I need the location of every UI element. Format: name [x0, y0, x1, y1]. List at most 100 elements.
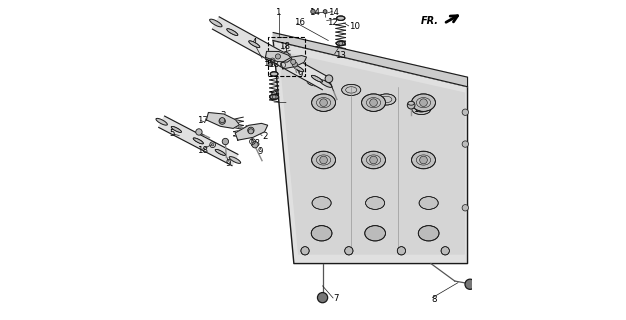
- Circle shape: [370, 99, 377, 107]
- Text: 12: 12: [327, 18, 338, 27]
- Circle shape: [310, 9, 316, 14]
- Ellipse shape: [362, 151, 386, 169]
- Ellipse shape: [365, 226, 386, 241]
- Text: 13: 13: [336, 51, 346, 60]
- Bar: [269, 37, 305, 76]
- Circle shape: [219, 118, 225, 124]
- Circle shape: [222, 138, 228, 145]
- Ellipse shape: [312, 151, 336, 169]
- Circle shape: [317, 292, 327, 303]
- Ellipse shape: [336, 41, 345, 46]
- Polygon shape: [281, 56, 307, 69]
- Ellipse shape: [156, 118, 167, 125]
- Circle shape: [272, 59, 275, 62]
- Circle shape: [370, 156, 377, 164]
- Circle shape: [462, 204, 468, 211]
- Text: 1: 1: [275, 8, 280, 17]
- Polygon shape: [273, 41, 468, 264]
- Ellipse shape: [419, 197, 438, 209]
- Circle shape: [441, 247, 449, 255]
- Polygon shape: [207, 113, 239, 128]
- Text: 14: 14: [263, 54, 274, 63]
- Circle shape: [345, 247, 353, 255]
- Ellipse shape: [227, 29, 238, 36]
- Circle shape: [275, 54, 280, 59]
- Ellipse shape: [311, 226, 332, 241]
- Circle shape: [290, 59, 296, 64]
- Ellipse shape: [215, 149, 225, 155]
- Text: 15: 15: [413, 105, 424, 114]
- Text: 6: 6: [244, 125, 249, 134]
- Ellipse shape: [293, 65, 304, 72]
- Ellipse shape: [362, 94, 386, 111]
- Circle shape: [252, 141, 258, 148]
- Polygon shape: [265, 52, 292, 62]
- Circle shape: [419, 156, 428, 164]
- Text: 3: 3: [220, 111, 226, 120]
- Text: 8: 8: [431, 295, 436, 304]
- Text: 18: 18: [269, 60, 279, 69]
- Circle shape: [301, 247, 309, 255]
- Ellipse shape: [342, 84, 361, 95]
- Ellipse shape: [377, 94, 396, 105]
- Ellipse shape: [249, 41, 260, 48]
- Text: 14: 14: [328, 8, 339, 17]
- Text: 14: 14: [309, 8, 320, 17]
- Circle shape: [212, 143, 214, 146]
- Text: 18: 18: [279, 42, 290, 52]
- Circle shape: [462, 109, 468, 116]
- Ellipse shape: [312, 94, 336, 111]
- Circle shape: [220, 118, 225, 123]
- Text: 9: 9: [297, 70, 302, 79]
- Text: 5: 5: [170, 129, 175, 138]
- Circle shape: [292, 62, 297, 67]
- Circle shape: [419, 99, 428, 107]
- Circle shape: [398, 247, 406, 255]
- Circle shape: [323, 10, 327, 13]
- Circle shape: [465, 279, 475, 289]
- Circle shape: [248, 127, 254, 133]
- Ellipse shape: [307, 75, 326, 86]
- Circle shape: [325, 75, 333, 83]
- Ellipse shape: [210, 19, 222, 27]
- Ellipse shape: [171, 126, 182, 132]
- Ellipse shape: [311, 75, 322, 82]
- Ellipse shape: [229, 156, 240, 164]
- Circle shape: [249, 129, 254, 134]
- Text: 17: 17: [197, 116, 208, 125]
- Polygon shape: [273, 33, 468, 87]
- Circle shape: [268, 62, 272, 66]
- Circle shape: [462, 141, 468, 147]
- Ellipse shape: [312, 197, 331, 209]
- Circle shape: [320, 156, 327, 164]
- Circle shape: [272, 60, 274, 61]
- Ellipse shape: [319, 80, 332, 87]
- Circle shape: [283, 52, 289, 58]
- Text: 18: 18: [197, 146, 208, 155]
- Text: 18: 18: [249, 139, 260, 148]
- Ellipse shape: [366, 197, 385, 209]
- Text: 9: 9: [257, 147, 263, 156]
- Text: 10: 10: [349, 22, 361, 31]
- Ellipse shape: [411, 94, 436, 111]
- Ellipse shape: [270, 72, 278, 76]
- Polygon shape: [159, 116, 238, 166]
- Text: 14: 14: [263, 59, 274, 68]
- Polygon shape: [280, 52, 464, 254]
- Ellipse shape: [270, 53, 282, 60]
- Ellipse shape: [411, 151, 436, 169]
- Ellipse shape: [408, 101, 414, 105]
- Ellipse shape: [418, 226, 439, 241]
- Text: 2: 2: [262, 132, 267, 140]
- Ellipse shape: [193, 138, 203, 144]
- Ellipse shape: [337, 16, 345, 20]
- Circle shape: [196, 129, 202, 135]
- Ellipse shape: [270, 94, 279, 100]
- Circle shape: [251, 140, 254, 143]
- Text: 16: 16: [294, 18, 305, 27]
- Text: 11: 11: [268, 91, 279, 100]
- Circle shape: [408, 101, 415, 109]
- Text: 9: 9: [225, 159, 231, 168]
- Circle shape: [320, 99, 327, 107]
- Polygon shape: [235, 124, 268, 140]
